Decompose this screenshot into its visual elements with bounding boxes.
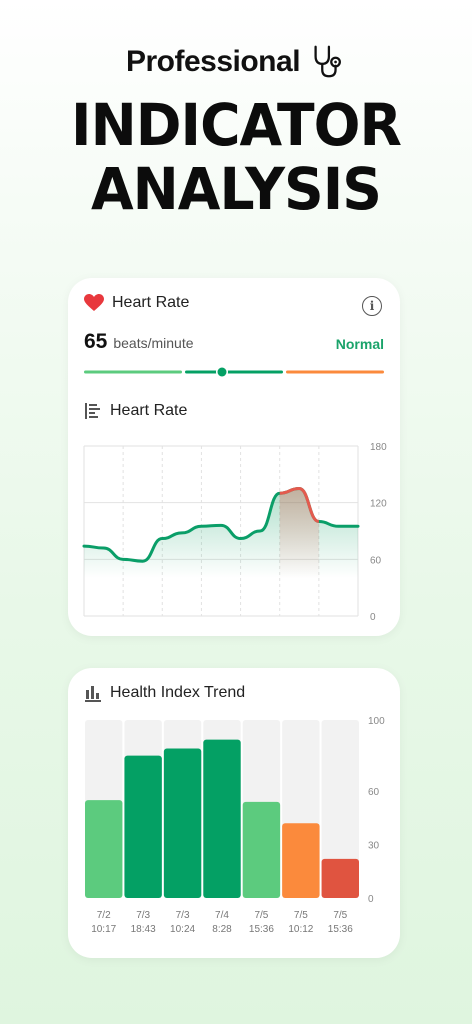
bar xyxy=(163,748,202,898)
heart-rate-line-chart: 0 60 120 180 xyxy=(82,442,387,623)
heart-rate-header: Heart Rate xyxy=(84,294,189,312)
bar xyxy=(124,755,162,898)
hero-subtitle-row: Professional xyxy=(0,40,472,84)
bar xyxy=(85,800,123,898)
x-tick-label-date: 7/5 xyxy=(254,910,268,921)
y-tick-label: 60 xyxy=(368,787,380,798)
heart-rate-value: 65 xyxy=(84,330,108,353)
hero-title-line2: ANALYSIS xyxy=(90,155,382,223)
heart-icon xyxy=(84,294,104,311)
y-tick-label: 180 xyxy=(370,442,387,453)
bar xyxy=(321,858,359,898)
range-segment-normal xyxy=(185,370,283,374)
info-icon[interactable]: i xyxy=(362,296,382,316)
heart-rate-title: Heart Rate xyxy=(112,294,190,311)
y-tick-label: 100 xyxy=(368,716,385,727)
bar-track xyxy=(321,720,359,898)
x-tick-label-time: 18:43 xyxy=(131,924,156,935)
x-tick-label-date: 7/5 xyxy=(294,910,308,921)
bar-list-icon xyxy=(85,403,100,419)
x-tick-label-time: 15:36 xyxy=(249,924,274,935)
heart-rate-card[interactable]: Heart Rate i 65 beats/minute Normal Hear… xyxy=(68,278,400,636)
health-index-card[interactable]: Health Index Trend 0 30 60 100 7/2 10:17 7/3 18… xyxy=(68,668,400,958)
x-tick-label-date: 7/3 xyxy=(176,910,190,921)
range-segment-low xyxy=(84,370,182,374)
heart-rate-range-bar xyxy=(84,366,384,378)
heart-rate-chart-header: Heart Rate xyxy=(84,402,187,420)
hero-professional-text: Professional xyxy=(125,45,301,78)
health-index-title: Health Index Trend xyxy=(110,684,246,701)
bar-chart-icon xyxy=(85,686,101,702)
bar xyxy=(282,823,320,898)
bar xyxy=(242,801,281,898)
x-tick-label-date: 7/5 xyxy=(333,910,347,921)
stethoscope-icon xyxy=(314,45,341,78)
y-tick-label: 0 xyxy=(368,894,374,905)
y-tick-label: 30 xyxy=(368,841,380,852)
x-tick-label-time: 10:24 xyxy=(170,924,195,935)
x-tick-label-time: 15:36 xyxy=(328,924,353,935)
x-tick-label-time: 8:28 xyxy=(212,924,232,935)
high-region-fill xyxy=(279,488,319,579)
heart-rate-reading: 65 beats/minute xyxy=(84,330,194,354)
hero-title-line1: INDICATOR xyxy=(71,91,402,159)
range-segment-high xyxy=(286,370,384,374)
bar xyxy=(203,739,241,898)
health-index-bar-chart: 0 30 60 100 7/2 10:17 7/3 18:43 7/3 10:24 7/4 8:28 7… xyxy=(85,716,385,935)
y-tick-label: 120 xyxy=(370,499,387,510)
x-tick-label-date: 7/4 xyxy=(215,910,229,921)
heart-rate-chart-title: Heart Rate xyxy=(110,402,188,419)
x-tick-label-date: 7/3 xyxy=(136,910,150,921)
x-tick-label-time: 10:12 xyxy=(288,924,313,935)
x-tick-label-date: 7/2 xyxy=(97,910,111,921)
health-index-header: Health Index Trend xyxy=(84,684,245,702)
heart-rate-status: Normal xyxy=(335,336,384,352)
y-tick-label: 0 xyxy=(370,612,376,623)
y-tick-label: 60 xyxy=(370,555,382,566)
heart-rate-unit: beats/minute xyxy=(113,335,194,351)
heart-rate-high-segment xyxy=(279,486,319,524)
x-tick-label-time: 10:17 xyxy=(91,924,116,935)
